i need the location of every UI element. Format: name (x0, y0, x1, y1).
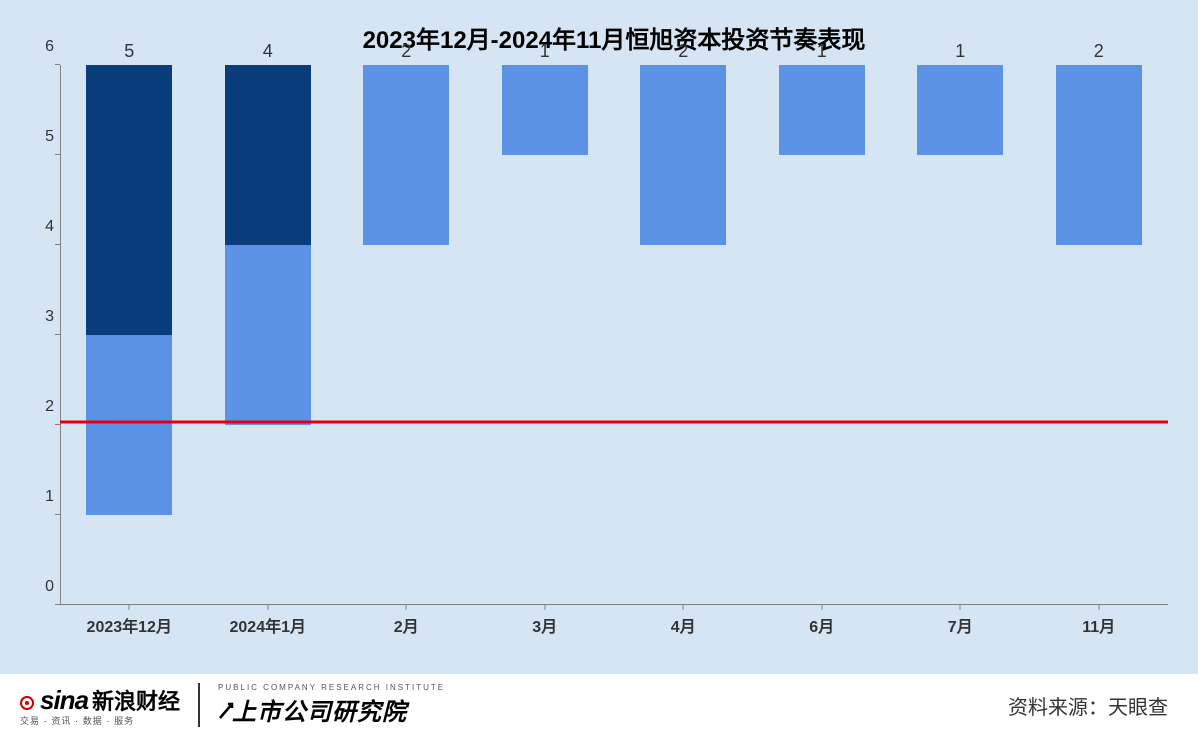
x-label: 2023年12月 (60, 605, 199, 645)
x-tick-mark (683, 605, 684, 610)
x-label: 6月 (753, 605, 892, 645)
bar-segment-lower (502, 65, 588, 155)
bar: 1 (917, 65, 1003, 155)
institute-logo: PUBLIC COMPANY RESEARCH INSTITUTE 上市公司研究… (218, 683, 445, 727)
bar-segment-upper (86, 65, 172, 335)
bar: 2 (640, 65, 726, 245)
sina-eye-icon (20, 696, 34, 710)
y-tick: 3 (45, 308, 54, 326)
bar-slot: 4 (199, 65, 338, 605)
bar-value-label: 2 (401, 41, 411, 62)
bar-slot: 1 (753, 65, 892, 605)
x-tick-mark (1098, 605, 1099, 610)
y-axis: 0123456 (30, 65, 60, 605)
bar-segment-lower (779, 65, 865, 155)
sina-logo: sina 新浪财经 交易 · 资讯 · 数据 · 服务 (20, 684, 180, 727)
institute-cn: 上市公司研究院 (218, 692, 407, 727)
bar-slot: 1 (476, 65, 615, 605)
bar: 5 (86, 65, 172, 515)
x-label: 3月 (476, 605, 615, 645)
y-tick: 4 (45, 218, 54, 236)
bar: 2 (363, 65, 449, 245)
x-label: 11月 (1030, 605, 1169, 645)
bar: 4 (225, 65, 311, 425)
institute-cn-text: 上市公司研究院 (232, 692, 407, 727)
x-tick-mark (129, 605, 130, 610)
bar-segment-lower (363, 65, 449, 245)
x-tick-mark (406, 605, 407, 610)
bar-segment-lower (225, 245, 311, 425)
y-tick: 2 (45, 398, 54, 416)
x-tick-mark (821, 605, 822, 610)
bar: 2 (1056, 65, 1142, 245)
y-tick: 5 (45, 128, 54, 146)
bar-segment-lower (86, 335, 172, 515)
bar-value-label: 2 (678, 41, 688, 62)
chart-area: 2023年12月-2024年11月恒旭资本投资节奏表现 0123456 5421… (0, 0, 1198, 674)
sina-brand-en: sina (40, 685, 88, 716)
x-labels: 2023年12月2024年1月2月3月4月6月7月11月 (60, 605, 1168, 645)
x-tick-mark (267, 605, 268, 610)
bar-value-label: 4 (263, 41, 273, 62)
footer: sina 新浪财经 交易 · 资讯 · 数据 · 服务 PUBLIC COMPA… (0, 674, 1198, 736)
x-label: 7月 (891, 605, 1030, 645)
bar-slot: 2 (1030, 65, 1169, 605)
sina-tagline: 交易 · 资讯 · 数据 · 服务 (20, 714, 180, 727)
footer-divider (198, 683, 200, 727)
bar-value-label: 1 (955, 41, 965, 62)
y-tick: 0 (45, 578, 54, 596)
bar-slot: 5 (60, 65, 199, 605)
x-tick-mark (544, 605, 545, 610)
reference-line (60, 421, 1168, 424)
x-label: 4月 (614, 605, 753, 645)
sina-logo-top: sina 新浪财经 (20, 684, 180, 716)
x-label: 2024年1月 (199, 605, 338, 645)
bars-container: 54212112 (60, 65, 1168, 605)
y-tick: 6 (45, 38, 54, 56)
bar-value-label: 2 (1094, 41, 1104, 62)
institute-en: PUBLIC COMPANY RESEARCH INSTITUTE (218, 683, 445, 692)
plot-area: 0123456 54212112 2023年12月2024年1月2月3月4月6月… (60, 65, 1168, 645)
bar-slot: 2 (337, 65, 476, 605)
y-tick: 1 (45, 488, 54, 506)
bar-value-label: 5 (124, 41, 134, 62)
bar: 1 (502, 65, 588, 155)
bar-value-label: 1 (540, 41, 550, 62)
bar: 1 (779, 65, 865, 155)
bar-segment-upper (225, 65, 311, 245)
bar-slot: 1 (891, 65, 1030, 605)
data-source: 资料来源：天眼查 (1008, 691, 1168, 720)
x-tick-mark (960, 605, 961, 610)
x-label: 2月 (337, 605, 476, 645)
bar-segment-lower (917, 65, 1003, 155)
bar-segment-lower (1056, 65, 1142, 245)
sina-brand-cn: 新浪财经 (92, 684, 180, 716)
bar-segment-lower (640, 65, 726, 245)
chart-title: 2023年12月-2024年11月恒旭资本投资节奏表现 (60, 20, 1168, 55)
bar-value-label: 1 (817, 41, 827, 62)
bar-slot: 2 (614, 65, 753, 605)
sina-logo-block: sina 新浪财经 交易 · 资讯 · 数据 · 服务 (20, 684, 180, 727)
